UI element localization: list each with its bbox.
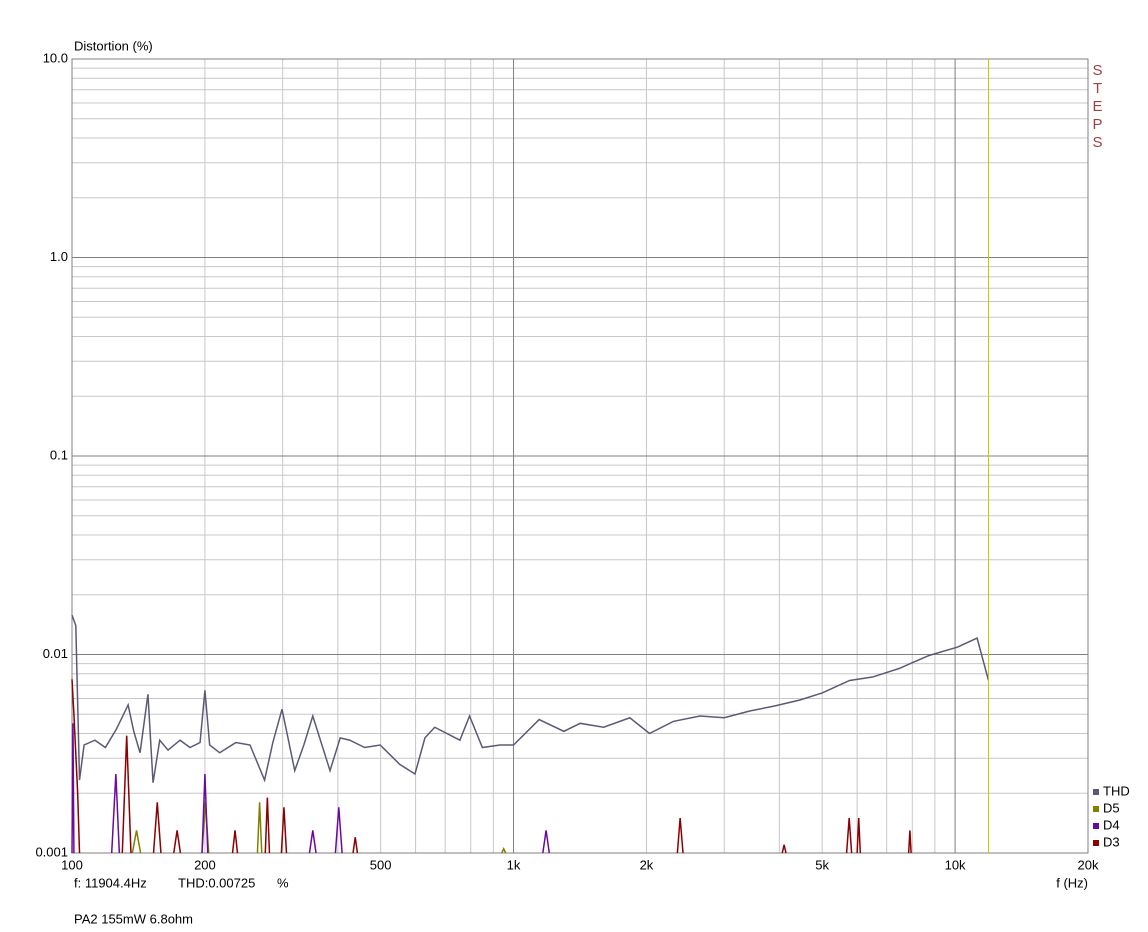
legend-swatch [1093,789,1099,795]
y-tick-label: 10.0 [43,50,68,65]
series-line [71,723,551,854]
y-tick-label: 1.0 [50,249,68,264]
x-tick-label: 20k [1078,857,1099,872]
x-tick-label: 5k [815,857,829,872]
x-tick-label: 100 [61,857,83,872]
x-tick-label: 500 [370,857,392,872]
legend-label: D3 [1103,834,1120,849]
legend-swatch [1093,806,1099,812]
side-label: STEPS [1089,62,1106,152]
x-tick-label: 200 [194,857,216,872]
legend-label: THD [1103,783,1130,798]
legend-label: D4 [1103,817,1120,832]
legend-swatch [1093,840,1099,846]
legend-swatch [1093,823,1099,829]
x-tick-label: 1k [507,857,521,872]
y-axis-label: Distortion (%) [74,38,153,53]
readout-thd: THD:0.00725 [178,875,255,890]
x-tick-label: 2k [640,857,654,872]
legend-label: D5 [1103,800,1120,815]
readout-unit: % [277,875,289,890]
x-axis-label: f (Hz) [1056,875,1088,890]
plot-frame [71,58,1089,854]
y-tick-label: 0.001 [35,844,68,859]
footnote: PA2 155mW 6.8ohm [74,911,193,926]
readout-frequency: f: 11904.4Hz [74,875,147,890]
x-tick-label: 10k [945,857,966,872]
y-tick-label: 0.01 [43,646,68,661]
y-tick-label: 0.1 [50,447,68,462]
series-line [71,679,912,854]
series-line [71,614,990,783]
